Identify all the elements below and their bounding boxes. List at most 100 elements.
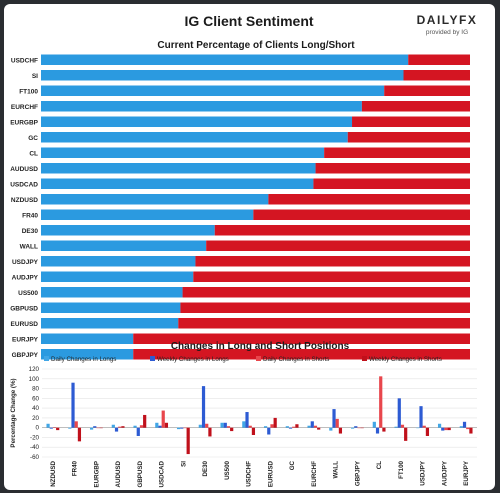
x-tick-label-wall: WALL — [333, 461, 340, 479]
long-bar-fr40 — [41, 209, 254, 220]
y-axis-label: Percentage Change (%) — [10, 378, 17, 447]
legend-label-2: Weekly Changes in Longs — [157, 356, 229, 363]
x-tick-label-gbpjpy: GBPJPY — [354, 460, 361, 486]
short-bar-wall — [206, 240, 471, 251]
short-bar-nzdusd — [268, 194, 470, 205]
change-bar-ft100-3 — [400, 424, 405, 428]
long-bar-nzdusd — [41, 194, 269, 205]
x-tick-label-eurchf: EURCHF — [311, 461, 318, 487]
short-bar-eurusd — [178, 318, 470, 329]
change-bar-fr40-4 — [77, 427, 82, 442]
change-bar-ft100-1 — [394, 426, 398, 428]
change-bar-de30-2 — [201, 386, 206, 428]
long-bar-usdjpy — [41, 256, 196, 267]
change-bar-gc-2 — [288, 427, 293, 429]
change-bar-eurgbp-3 — [96, 427, 100, 429]
change-bar-nzdusd-3 — [52, 427, 57, 428]
short-bar-cl — [324, 147, 470, 158]
change-bar-nzdusd-2 — [49, 427, 53, 429]
change-bar-audusd-2 — [114, 427, 119, 432]
change-bar-usdchf-4 — [251, 427, 256, 435]
change-bar-nzdusd-1 — [46, 423, 50, 428]
category-label-eurgbp: EURGBP — [10, 119, 38, 126]
long-bar-si — [41, 70, 404, 81]
short-bar-us500 — [182, 287, 470, 298]
short-bar-gc — [347, 132, 470, 143]
x-tick-label-de30: DE30 — [202, 460, 209, 476]
y-tick-label: 40 — [32, 405, 39, 412]
legend-label-3: Daily Changes in Shorts — [263, 356, 329, 363]
change-bar-audusd-1 — [111, 424, 115, 428]
category-label-usdchf: USDCHF — [11, 57, 38, 64]
change-bar-wall-1 — [329, 427, 333, 431]
y-tick-label: 60 — [32, 395, 39, 402]
y-tick-label: 80 — [32, 386, 39, 393]
change-bar-ft100-4 — [404, 427, 408, 441]
change-bar-ft100-2 — [397, 398, 401, 428]
long-bar-eurchf — [41, 101, 362, 112]
change-bar-gbpjpy-3 — [357, 427, 361, 429]
category-label-wall: WALL — [20, 243, 38, 250]
y-tick-label: -60 — [30, 454, 40, 461]
change-bar-gbpusd-1 — [133, 425, 137, 428]
category-label-usdjpy: USDJPY — [12, 259, 39, 266]
change-bar-eurgbp-2 — [93, 426, 97, 428]
change-bar-audjpy-3 — [444, 427, 448, 431]
change-bar-usdchf-2 — [245, 412, 249, 428]
change-bar-si-4 — [186, 427, 190, 455]
x-tick-label-gbpusd: GBPUSD — [137, 460, 144, 487]
change-bar-nzdusd-4 — [56, 427, 60, 431]
short-bar-usdchf — [408, 54, 470, 65]
legend-label-1: Daily Changes in Longs — [51, 356, 116, 363]
change-bar-us500-3 — [226, 426, 231, 428]
x-tick-label-fr40: FR40 — [72, 460, 79, 476]
change-bar-eurusd-1 — [263, 426, 268, 428]
category-label-ft100: FT100 — [19, 88, 38, 95]
y-tick-label: 0 — [36, 425, 40, 432]
short-bar-usdcad — [313, 178, 470, 189]
change-bar-us500-2 — [223, 422, 227, 428]
change-bar-usdcad-4 — [164, 422, 169, 428]
change-bar-fr40-2 — [71, 382, 75, 428]
change-bar-eurchf-2 — [310, 421, 314, 428]
x-tick-label-si: SI — [180, 461, 187, 467]
x-tick-label-gc: GC — [289, 460, 296, 470]
change-bar-eurjpy-3 — [466, 427, 470, 430]
long-bar-eurgbp — [41, 116, 353, 127]
category-label-gc: GC — [28, 135, 38, 142]
x-tick-label-audusd: AUDUSD — [115, 460, 122, 487]
sentiment-chart-canvas: IG Client Sentiment DAILYFX provided by IG… — [10, 13, 477, 487]
change-bar-gbpjpy-4 — [360, 427, 364, 429]
change-bar-audjpy-4 — [447, 427, 451, 431]
short-bar-eurjpy — [133, 333, 471, 344]
change-bar-wall-3 — [335, 418, 339, 428]
page-title: IG Client Sentiment — [184, 13, 313, 29]
change-bar-audusd-4 — [121, 426, 125, 428]
change-bar-us500-4 — [230, 427, 234, 432]
change-bar-usdchf-1 — [242, 421, 246, 428]
category-label-gbpusd: GBPUSD — [10, 305, 38, 312]
category-label-eurchf: EURCHF — [11, 104, 38, 111]
x-tick-label-ft100: FT100 — [398, 460, 405, 478]
category-label-nzdusd: NZDUSD — [11, 197, 38, 204]
change-bar-wall-2 — [332, 409, 336, 428]
change-bar-eurchf-1 — [307, 425, 311, 428]
x-tick-label-audjpy: AUDJPY — [441, 460, 448, 486]
change-bar-usdjpy-1 — [416, 427, 420, 429]
category-label-cl: CL — [29, 150, 38, 157]
y-tick-label: 120 — [29, 366, 40, 373]
change-bar-usdjpy-4 — [425, 427, 430, 436]
change-bar-gbpjpy-2 — [354, 426, 358, 428]
change-bar-si-1 — [176, 427, 181, 430]
x-tick-label-eurgbp: EURGBP — [93, 461, 100, 487]
long-bar-usdchf — [41, 54, 409, 65]
change-bar-usdcad-1 — [155, 422, 159, 428]
change-bar-gbpusd-2 — [136, 427, 140, 436]
long-bar-us500 — [41, 287, 183, 298]
change-bar-usdjpy-2 — [419, 406, 423, 428]
long-bar-gbpjpy — [41, 349, 134, 360]
short-bar-gbpjpy — [133, 349, 471, 360]
category-label-eurjpy: EURJPY — [12, 336, 39, 343]
short-bar-de30 — [214, 225, 470, 236]
category-label-eurusd: EURUSD — [11, 321, 39, 328]
